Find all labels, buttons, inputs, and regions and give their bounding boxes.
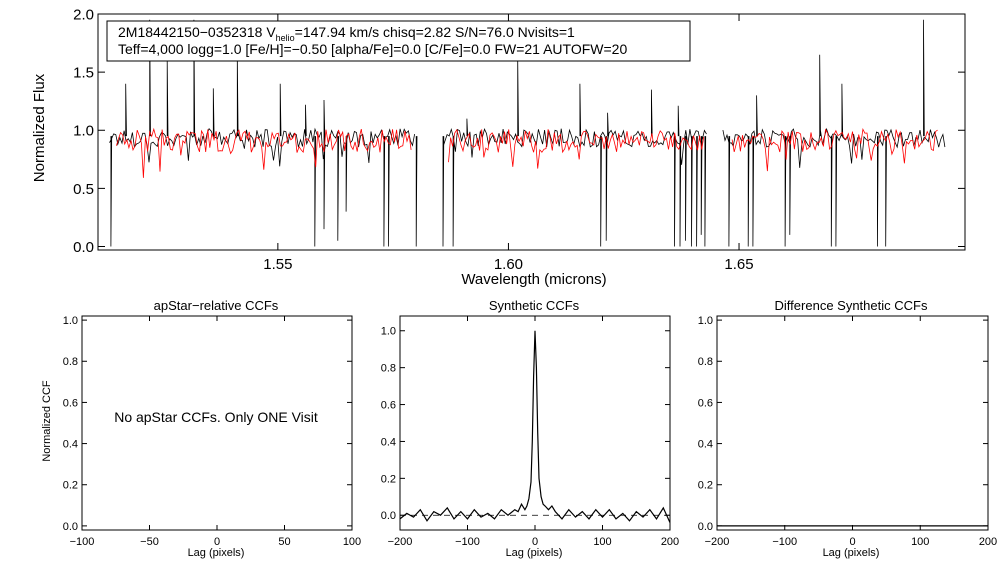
spectrum-axes-frame [97, 13, 966, 251]
synthetic-ccf-xtick-label: −200 [388, 536, 413, 548]
spectrum-xtick-label: 1.60 [494, 256, 523, 273]
spectrum-ytick-label: 1.5 [73, 65, 94, 82]
spectrum-ytick-label: 0.5 [73, 181, 94, 198]
annotation-line2: Teff=4,000 logg=1.0 [Fe/H]=−0.50 [alpha/… [118, 41, 627, 57]
synthetic-ccf-xtick-label: 100 [593, 536, 611, 548]
synthetic-ccf-xtick-label: 0 [532, 536, 538, 548]
synthetic-ccf-ytick-label: 0.4 [381, 436, 396, 448]
synthetic-ccf-ytick-label: 0.8 [381, 363, 396, 375]
spectrum-ytick-label: 0.0 [73, 239, 94, 256]
synthetic-ccf-series-line [399, 330, 671, 523]
difference-ccf-xtick-label: −200 [705, 536, 730, 548]
difference-ccf-axes-frame [716, 315, 989, 531]
synthetic-ccf-title: Synthetic CCFs [489, 298, 580, 313]
synthetic-ccf-xlabel: Lag (pixels) [506, 547, 563, 559]
difference-ccf-ytick-label: 0.6 [698, 397, 713, 409]
synthetic-ccf-ytick-label: 0.2 [381, 473, 396, 485]
synthetic-ccf-xtick-label: 200 [661, 536, 679, 548]
difference-ccf-plot-area: −200 −100 0 100 200 0.0 0.2 0.4 0.6 0.8 1.0 [698, 315, 997, 548]
difference-ccf-xtick-label: 0 [849, 536, 855, 548]
apstar-ccf-message: No apStar CCFs. Only ONE Visit [114, 409, 318, 425]
difference-ccf-ytick-label: 1.0 [698, 315, 713, 327]
apstar-ccf-ylabel: Normalized CCF [41, 380, 53, 462]
synthetic-ccf-ytick-label: 0.0 [381, 510, 396, 522]
apstar-ccf-plot-area: −100 −50 0 50 100 0.0 0.2 0.4 0.6 0.8 1.0 [63, 315, 361, 548]
apstar-ccf-xtick-label: 0 [214, 536, 220, 548]
spectrum-model-line [116, 127, 938, 178]
apstar-ccf-ytick-label: 0.6 [63, 397, 78, 409]
apstar-ccf-ytick-label: 0.0 [63, 521, 78, 533]
apstar-ccf-xlabel: Lag (pixels) [188, 547, 245, 559]
apstar-ccf-panel: apStar−relative CCFs Normalized CCF Lag … [41, 298, 361, 559]
synthetic-ccf-panel: Synthetic CCFs Lag (pixels) −200 −100 0 100… [381, 298, 679, 559]
difference-ccf-xtick-label: −100 [772, 536, 797, 548]
difference-ccf-ytick-label: 0.8 [698, 356, 713, 368]
apstar-ccf-ytick-label: 1.0 [63, 315, 78, 327]
synthetic-ccf-plot-area: −200 −100 0 100 200 0.0 0.2 0.4 0.6 0.8 1.0 [381, 315, 679, 548]
spectrum-plot-area: 1.55 1.60 1.65 0.0 0.5 1.0 1.5 2.0 [73, 6, 966, 273]
apstar-ccf-title: apStar−relative CCFs [154, 298, 279, 313]
synthetic-ccf-ytick-label: 0.6 [381, 400, 396, 412]
apstar-ccf-xtick-label: −100 [70, 536, 95, 548]
annotation-v-symbol: V [266, 24, 276, 40]
difference-ccf-xtick-label: 100 [911, 536, 929, 548]
apstar-ccf-ytick-label: 0.8 [63, 356, 78, 368]
synthetic-ccf-xtick-label: −100 [455, 536, 480, 548]
spectrum-ylabel: Normalized Flux [31, 73, 48, 182]
difference-ccf-ytick-label: 0.0 [698, 521, 713, 533]
difference-ccf-xlabel: Lag (pixels) [823, 547, 880, 559]
spectrum-xtick-label: 1.65 [724, 256, 753, 273]
difference-ccf-ytick-label: 0.2 [698, 480, 713, 492]
difference-ccf-title: Difference Synthetic CCFs [775, 298, 928, 313]
difference-ccf-xtick-label: 200 [979, 536, 997, 548]
spectrum-annotation-box: 2M18442150−0352318 Vhelio=147.94 km/s ch… [106, 20, 691, 62]
spectrum-ytick-label: 1.0 [73, 123, 94, 140]
spectrum-ytick-label: 2.0 [73, 6, 94, 23]
apstar-ccf-ytick-label: 0.2 [63, 480, 78, 492]
difference-ccf-ytick-label: 0.4 [698, 439, 713, 451]
difference-ccf-panel: Difference Synthetic CCFs Lag (pixels) −… [698, 298, 997, 559]
annotation-v-subscript: helio [276, 33, 295, 43]
annotation-star-id: 2M18442150−0352318 [118, 24, 263, 40]
annotation-line1: 2M18442150−0352318 Vhelio=147.94 km/s ch… [118, 24, 575, 43]
spectrum-xlabel: Wavelength (microns) [461, 271, 606, 288]
synthetic-ccf-ytick-label: 1.0 [381, 326, 396, 338]
apstar-ccf-ytick-label: 0.4 [63, 439, 78, 451]
apstar-ccf-xtick-label: 100 [343, 536, 361, 548]
spectrum-panel: Normalized Flux Wavelength (microns) 1.5… [31, 6, 966, 288]
spectrum-series-group [109, 19, 946, 247]
annotation-line1-rest: =147.94 km/s chisq=2.82 S/N=76.0 Nvisits… [295, 24, 575, 40]
spectrum-xtick-label: 1.55 [263, 256, 292, 273]
apstar-ccf-xtick-label: −50 [140, 536, 159, 548]
apstar-ccf-xtick-label: 50 [278, 536, 290, 548]
